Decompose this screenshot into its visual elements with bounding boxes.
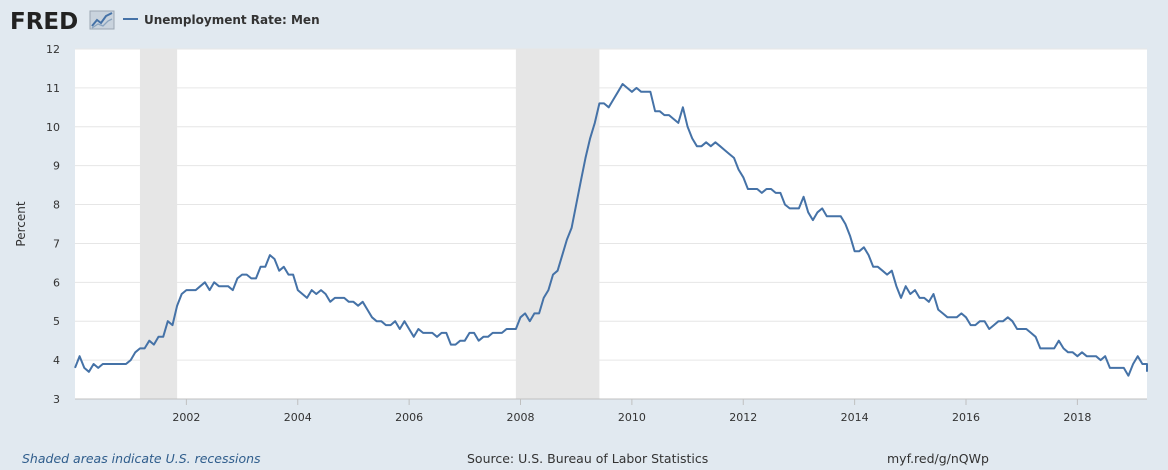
x-tick-label-2004: 2004 [284,411,312,424]
y-tick-label-3: 3 [53,393,60,406]
y-tick-label-9: 9 [53,160,60,173]
recession-band-0 [139,49,178,399]
fred-logo[interactable]: FRED [10,9,115,35]
x-tick-label-2018: 2018 [1063,411,1091,424]
short-url[interactable]: myf.red/g/nQWp [887,451,989,466]
y-tick-label-10: 10 [46,121,60,134]
y-tick-label-11: 11 [46,82,60,95]
y-axis-label: Percent [14,201,28,246]
x-axis: 2002 2004 2006 2008 2010 2012 2014 2016 2018 [75,398,1147,424]
legend: Unemployment Rate: Men [123,13,320,27]
recession-band-1 [515,49,600,399]
y-tick-label-5: 5 [53,315,60,328]
series-group [74,83,1148,377]
legend-label: Unemployment Rate: Men [144,13,320,27]
y-tick-label-8: 8 [53,199,60,212]
x-tick-label-2008: 2008 [507,411,535,424]
recession-note[interactable]: Shaded areas indicate U.S. recessions [22,451,261,466]
y-tick-label-6: 6 [53,276,60,289]
plot-area [75,49,1147,399]
recession-bands [139,49,600,399]
fred-logo-graph-icon [89,10,115,30]
x-tick-label-2012: 2012 [729,411,757,424]
x-tick-label-2002: 2002 [172,411,200,424]
y-tick-label-12: 12 [46,43,60,56]
x-tick-label-2016: 2016 [952,411,980,424]
fred-logo-text: FRED [10,9,78,35]
x-tick-label-2014: 2014 [841,411,869,424]
source-text: Source: U.S. Bureau of Labor Statistics [467,451,709,466]
y-tick-label-4: 4 [53,354,60,367]
x-tick-label-2010: 2010 [618,411,646,424]
y-axis: 3 4 5 6 7 8 9 10 11 12 [46,43,60,406]
y-tick-label-7: 7 [53,237,60,250]
series-line-0[interactable] [74,83,1148,377]
x-tick-label-2006: 2006 [395,411,423,424]
